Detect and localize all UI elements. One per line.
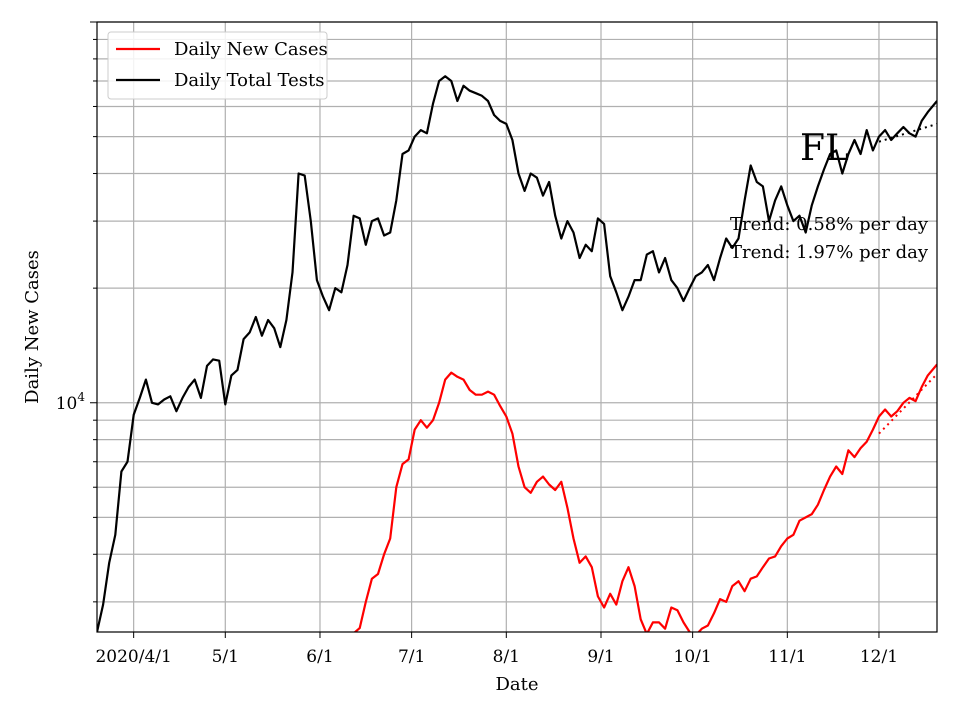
plot-frame [96,21,938,633]
x-tick-label: 2020/4/1 [95,647,171,667]
x-tick-label: 8/1 [493,647,520,667]
series-layer [97,75,937,632]
x-tick-label: 9/1 [587,647,614,667]
y-axis-label: Daily New Cases [22,250,43,404]
series-line-daily-new-cases [353,363,937,632]
trend-line-tests [878,122,937,143]
trend-label-cases: Trend: 1.97% per day [730,242,929,263]
annotation-fl: FL [800,128,849,169]
legend: Daily New Cases Daily Total Tests [107,31,328,100]
y-tick-exponent: 4 [77,390,85,404]
x-tick-label: 5/1 [212,647,239,667]
legend-label-tests: Daily Total Tests [174,70,324,91]
trend-layer [878,122,937,435]
x-tick-label: 6/1 [306,647,333,667]
legend-box [107,31,328,100]
x-tick-label: 11/1 [768,647,806,667]
trend-line-cases [878,373,937,435]
x-tick-label: 7/1 [398,647,425,667]
x-tick-label: 10/1 [674,647,712,667]
series-line-daily-total-tests [97,75,937,632]
x-axis-label: Date [495,674,538,695]
x-tick-label: 12/1 [860,647,898,667]
grid-layer [97,21,937,632]
trend-label-tests: Trend: 0.58% per day [730,214,929,235]
legend-label-cases: Daily New Cases [174,39,328,60]
